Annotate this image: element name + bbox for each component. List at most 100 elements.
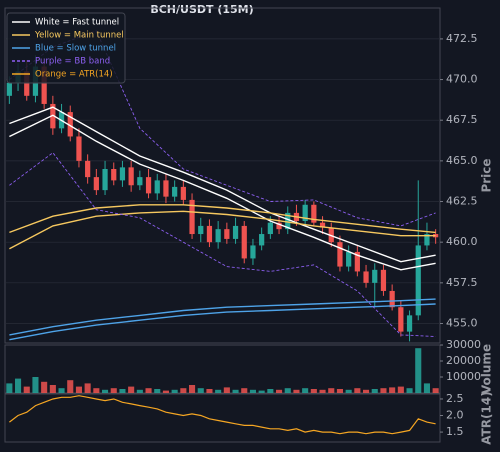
volume-bar xyxy=(15,378,22,393)
volume-bar xyxy=(6,383,13,393)
candle-body xyxy=(232,225,239,239)
volume-bar xyxy=(32,377,39,393)
volume-bar xyxy=(180,388,187,393)
candle-body xyxy=(85,160,91,178)
candle-body xyxy=(241,225,247,259)
y-tick-label: 460.0 xyxy=(446,235,478,248)
volume-bar xyxy=(154,389,161,393)
legend-label: White = Fast tunnel xyxy=(35,18,119,28)
y-tick-label: 1.5 xyxy=(446,425,464,438)
legend-label: Yellow = Main tunnel xyxy=(34,31,124,41)
volume-bar xyxy=(363,389,370,393)
volume-bar xyxy=(84,383,91,393)
band-line xyxy=(9,204,436,234)
candle-body xyxy=(41,66,47,104)
volume-bar xyxy=(41,381,48,393)
candle-body xyxy=(215,229,221,243)
candle-body xyxy=(163,180,169,197)
candle-body xyxy=(172,186,178,197)
volume-bar xyxy=(406,388,413,393)
y-tick-label: 10000 xyxy=(446,370,481,383)
band-line xyxy=(9,114,436,271)
volume-bar xyxy=(241,388,248,393)
volume-bar xyxy=(284,388,291,393)
candle-body xyxy=(415,245,421,316)
volume-bar xyxy=(119,389,126,393)
band-line xyxy=(9,106,436,263)
candle-body xyxy=(119,167,126,181)
y-axis-title: ATR(14) xyxy=(480,391,494,444)
y-tick-label: 455.0 xyxy=(446,316,478,329)
volume-bar xyxy=(258,390,265,393)
volume-bar xyxy=(232,389,239,393)
volume-bar xyxy=(223,387,230,393)
volume-bar xyxy=(206,389,213,393)
volume-bar xyxy=(110,388,117,393)
panel-frame xyxy=(4,7,441,344)
volume-bar xyxy=(162,390,169,393)
candle-body xyxy=(102,168,108,191)
candle-body xyxy=(346,251,352,267)
y-tick-label: 2.0 xyxy=(446,409,464,422)
candle-body xyxy=(224,229,230,239)
candle-body xyxy=(319,222,326,228)
legend-label: Purple = BB band xyxy=(35,57,110,67)
plot-area: 455.0 457.5 460.0 462.5 465.0 467.5 470.0 472.5… xyxy=(4,7,494,445)
candle-body xyxy=(337,242,343,267)
volume-bar xyxy=(75,386,82,393)
volume-bar xyxy=(145,388,152,393)
y-tick-label: 20000 xyxy=(446,354,481,367)
volume-bar xyxy=(136,389,143,393)
y-tick-label: 457.5 xyxy=(446,276,478,289)
volume-bar xyxy=(371,389,378,393)
candle-body xyxy=(128,167,134,186)
volume-bar xyxy=(276,389,283,393)
candle-body xyxy=(145,177,152,194)
candle-body xyxy=(267,222,273,235)
volume-bar xyxy=(336,389,343,393)
volume-bar xyxy=(67,380,74,393)
y-tick-label: 2.5 xyxy=(446,392,464,405)
candle-body xyxy=(398,307,404,332)
candle-body xyxy=(259,234,265,246)
candle-body xyxy=(389,290,395,308)
candle-body xyxy=(93,177,99,191)
candle-body xyxy=(50,103,56,129)
volume-bar xyxy=(93,388,100,393)
y-tick-label: 470.0 xyxy=(446,73,478,86)
volume-bar xyxy=(310,389,317,393)
candle-body xyxy=(111,168,117,181)
volume-bar xyxy=(389,387,396,393)
band-line xyxy=(9,298,436,336)
y-tick-label: 472.5 xyxy=(446,32,478,45)
candle-body xyxy=(76,136,82,161)
volume-bar xyxy=(328,388,335,393)
candle-body xyxy=(154,180,160,194)
y-tick-label: 462.5 xyxy=(446,195,478,208)
volume-bar xyxy=(423,383,430,393)
y-axis-title: Volume xyxy=(480,344,494,394)
band-line xyxy=(9,210,436,250)
volume-bar xyxy=(380,388,387,393)
volume-bar xyxy=(128,386,135,393)
candle-body xyxy=(137,177,143,186)
candle-body xyxy=(206,225,213,243)
candle-body xyxy=(302,204,308,222)
candle-body xyxy=(285,212,291,230)
chart-title: BCH/USDT (15M) xyxy=(150,3,253,16)
volume-bar xyxy=(197,388,204,393)
band-line xyxy=(9,303,436,341)
legend-label: Orange = ATR(14) xyxy=(35,70,113,80)
volume-bar xyxy=(293,389,300,393)
volume-bar xyxy=(415,348,422,393)
volume-bar xyxy=(249,389,256,393)
legend-box xyxy=(6,12,126,84)
volume-bar xyxy=(215,389,222,393)
candle-body xyxy=(180,186,186,200)
volume-bar xyxy=(49,385,56,393)
volume-bar xyxy=(397,386,404,393)
atr-line xyxy=(9,395,436,435)
volume-bar xyxy=(319,389,326,393)
